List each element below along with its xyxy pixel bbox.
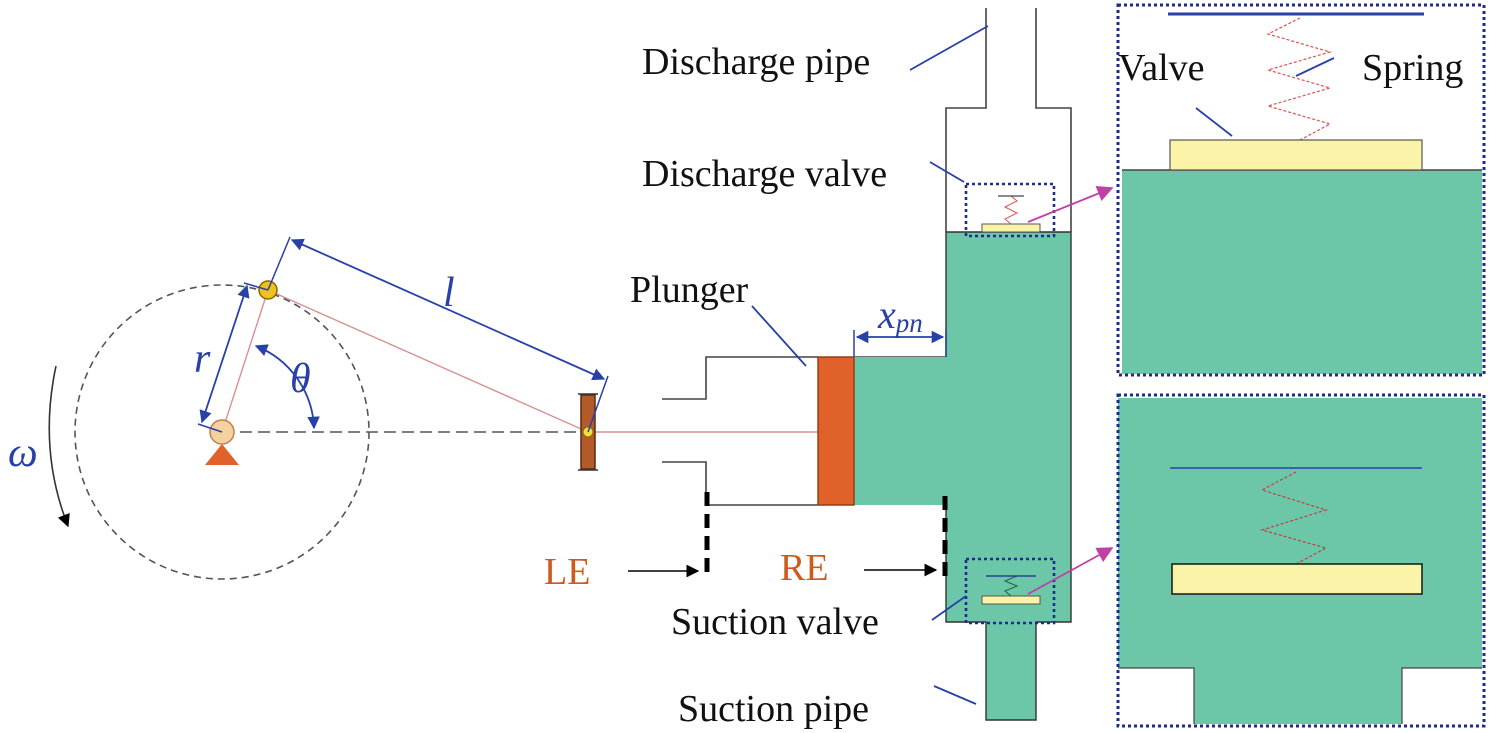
callouts: Discharge pipe Discharge valve Plunger S… (630, 25, 989, 730)
theta-symbol: θ (290, 356, 311, 402)
cylinder-upper-wall (662, 356, 818, 400)
discharge-valve-spring (1003, 195, 1019, 225)
suction-valve-spring (1003, 575, 1019, 597)
xpn-symbol: xpn (877, 292, 923, 338)
detail-discharge-spring (1265, 17, 1333, 141)
connecting-rod (267, 289, 589, 433)
discharge-detail-frame (1116, 3, 1486, 377)
discharge-valve-detail: Valve Spring (1116, 3, 1486, 377)
crank-mechanism: l r θ ω (8, 236, 818, 580)
r-dimension-line (199, 284, 250, 424)
suction-valve-plate (981, 595, 1041, 605)
discharge-valve-plate (981, 223, 1041, 233)
suction-zoom-arrow (1027, 547, 1114, 595)
theta-arc (254, 344, 320, 430)
plunger (817, 356, 855, 506)
plunger-label: Plunger (630, 269, 749, 311)
cylinder-lower-wall (662, 461, 818, 506)
discharge-valve-zoom-box (964, 182, 1056, 238)
suction-valve-label: Suction valve (671, 601, 879, 643)
omega-arrow (48, 365, 70, 528)
crank-arm (221, 289, 269, 433)
suction-detail-frame (1116, 393, 1486, 728)
detail-suction-valve-plate (1171, 563, 1423, 595)
le-label: LE (544, 551, 590, 593)
detail-valve-label: Valve (1118, 47, 1205, 89)
discharge-chamber-wall (945, 8, 987, 232)
pump-body: xpn LE RE (544, 8, 1072, 721)
detail-discharge-valve-plate (1169, 139, 1423, 171)
discharge-valve-label: Discharge valve (642, 153, 887, 195)
l-dimension-line (290, 238, 606, 381)
crank-support (205, 444, 239, 465)
omega-symbol: ω (8, 430, 38, 476)
discharge-zoom-arrow (1027, 185, 1114, 223)
suction-valve-detail (1116, 393, 1486, 728)
detail-spring-label: Spring (1362, 47, 1463, 89)
l-symbol: l (443, 270, 455, 316)
discharge-pipe-label: Discharge pipe (642, 41, 870, 83)
suction-valve-zoom-box (964, 557, 1056, 625)
suction-pipe-label: Suction pipe (678, 688, 869, 730)
re-label: RE (780, 547, 829, 589)
r-symbol: r (194, 336, 211, 382)
detail-suction-spring (1259, 471, 1329, 565)
